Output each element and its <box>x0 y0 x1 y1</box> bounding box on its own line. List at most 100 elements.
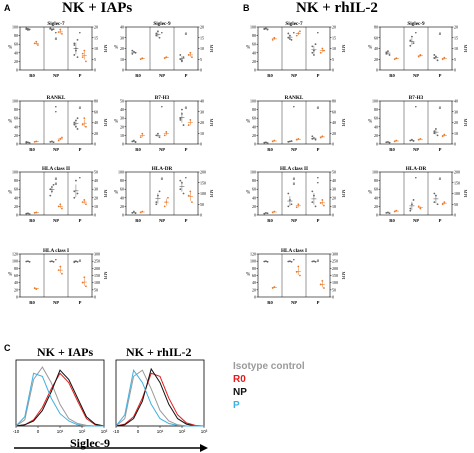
scatter-panel <box>18 100 94 145</box>
plot-frame <box>257 171 331 216</box>
data-point <box>441 135 444 138</box>
data-point <box>311 190 314 193</box>
y-axis-label-right: MFI <box>341 45 346 54</box>
y-tick-label-left: 120 <box>12 252 18 257</box>
data-point <box>49 194 52 197</box>
plot-title: HLA class II <box>280 166 308 172</box>
data-point <box>181 108 183 111</box>
y-tick-label-right: 10 <box>454 46 458 51</box>
data-point <box>290 39 293 41</box>
y-tick-label-left: 100 <box>12 25 18 30</box>
significance-mark: # <box>317 105 320 110</box>
data-point <box>433 192 436 195</box>
y-tick-label-left: 40 <box>14 195 18 200</box>
data-point <box>313 54 315 56</box>
y-tick-label-left: 0 <box>16 142 18 147</box>
data-point <box>321 47 324 50</box>
y-axis-label-right: MFI <box>103 119 108 128</box>
category-label: NP <box>159 147 165 152</box>
data-point <box>157 132 159 135</box>
y-tick-label-right: 20 <box>94 131 98 136</box>
data-point <box>59 203 62 206</box>
y-tick-label-left: 80 <box>374 178 378 183</box>
histogram-curve <box>15 372 104 427</box>
category-label: R0 <box>389 218 395 223</box>
plot-title: RANKL <box>285 95 304 101</box>
histogram-panel <box>115 359 205 428</box>
plot-title: HLA class I <box>281 248 307 254</box>
y-tick-label-left: 80 <box>252 33 256 38</box>
data-point <box>157 30 159 33</box>
y-axis-label-left: % <box>246 46 250 51</box>
y-tick-label-right: 40 <box>94 178 98 183</box>
y-tick-label-right: 20 <box>332 195 336 200</box>
category-label: R0 <box>135 73 141 78</box>
plot-title: B7-H3 <box>409 95 424 101</box>
data-point <box>179 54 182 56</box>
data-point <box>417 205 420 208</box>
category-label: P <box>317 300 320 305</box>
category-label: R0 <box>29 300 35 305</box>
y-tick-label-left: 100 <box>250 25 256 30</box>
y-tick-label-left: 80 <box>14 107 18 112</box>
y-tick-label-left: 60 <box>14 42 18 47</box>
y-tick-label-right: 5 <box>94 57 96 62</box>
y-tick-label-left: 60 <box>374 116 378 121</box>
data-point <box>299 30 301 33</box>
y-tick-label-left: 40 <box>252 280 256 285</box>
y-tick-label-left: 20 <box>252 204 256 209</box>
significance-mark: # <box>293 181 296 186</box>
y-tick-label-right: 50 <box>454 202 458 207</box>
category-label: NP <box>413 147 419 152</box>
y-tick-label-right: 15 <box>332 35 336 40</box>
y-tick-label-right: 60 <box>94 109 98 114</box>
data-point <box>155 203 158 206</box>
significance-mark: # <box>185 31 188 36</box>
panel-letter-a: A <box>4 3 11 13</box>
data-point <box>163 205 166 208</box>
data-point <box>61 136 63 139</box>
y-tick-label-left: 100 <box>372 170 378 175</box>
significance-mark: * <box>55 31 58 36</box>
data-point <box>73 196 76 199</box>
y-axis-label-right: MFI <box>341 119 346 128</box>
y-tick-label-left: 20 <box>252 287 256 292</box>
y-axis-label-left: % <box>8 273 12 278</box>
y-tick-label-right: 200 <box>332 266 338 271</box>
y-tick-label-right: 40 <box>94 120 98 125</box>
y-tick-label-left: 20 <box>374 57 378 62</box>
y-axis-label-right: MFI <box>463 190 468 199</box>
y-tick-label-right: 100 <box>94 280 100 285</box>
data-point <box>131 52 134 55</box>
y-tick-label-left: 20 <box>252 133 256 138</box>
category-label: P <box>79 218 82 223</box>
data-point <box>385 51 388 54</box>
data-point <box>287 32 290 35</box>
data-point <box>134 141 137 144</box>
significance-mark: * <box>79 176 82 181</box>
data-point <box>76 39 79 41</box>
scatter-panel <box>18 26 94 71</box>
y-tick-label-left: 60 <box>14 273 18 278</box>
y-tick-label-left: 40 <box>120 107 124 112</box>
x-tick-label: 10² <box>79 429 86 434</box>
y-tick-label-left: 60 <box>14 116 18 121</box>
scatter-panel <box>18 253 94 298</box>
data-point <box>290 203 293 206</box>
category-label: P <box>79 147 82 152</box>
y-tick-label-left: 60 <box>374 187 378 192</box>
category-label: R0 <box>267 73 273 78</box>
y-tick-label-left: 20 <box>120 124 124 129</box>
y-tick-label-left: 40 <box>14 124 18 129</box>
data-point <box>436 59 439 62</box>
data-point <box>83 117 86 120</box>
y-tick-label-right: 50 <box>94 287 98 292</box>
significance-mark: # <box>439 31 442 36</box>
y-tick-label-left: 100 <box>118 170 124 175</box>
data-point <box>61 272 63 275</box>
y-tick-label-left: 20 <box>374 204 378 209</box>
y-tick-label-right: 20 <box>94 195 98 200</box>
y-tick-label-left: 100 <box>250 259 256 264</box>
significance-mark: * <box>415 105 418 110</box>
y-tick-label-right: 250 <box>332 259 338 264</box>
